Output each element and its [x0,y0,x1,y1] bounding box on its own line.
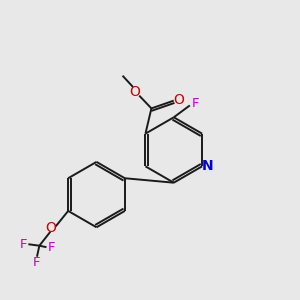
Text: F: F [33,256,41,268]
Text: N: N [202,159,213,173]
Text: F: F [191,98,199,110]
Text: F: F [48,241,56,254]
Text: O: O [130,85,140,99]
Text: O: O [173,93,184,107]
Text: O: O [45,221,56,235]
Text: F: F [19,238,27,251]
